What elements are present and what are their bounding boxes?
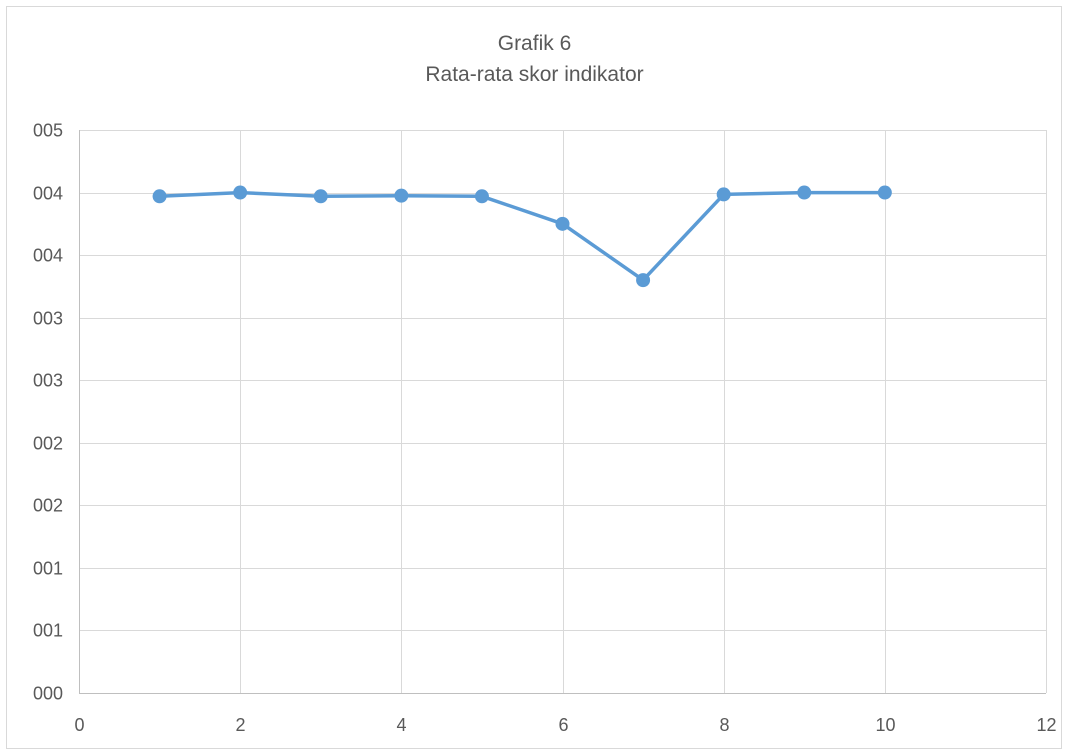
y-tick-label: 004 <box>33 184 63 204</box>
series-line <box>159 190 885 282</box>
data-point <box>313 189 328 204</box>
tick-labels: 000 001 001 002 002 003 003 004 004 005 0 2 4 6 8 10 12 <box>33 121 1057 736</box>
data-point <box>797 185 812 200</box>
data-point <box>233 185 248 200</box>
x-tick-label: 2 <box>235 715 245 735</box>
data-point <box>474 189 489 204</box>
y-tick-label: 001 <box>33 621 63 641</box>
x-tick-label: 6 <box>558 715 568 735</box>
data-point <box>877 185 892 200</box>
y-tick-label: 003 <box>33 309 63 329</box>
y-tick-label: 004 <box>33 246 63 266</box>
axes <box>79 130 1046 694</box>
y-tick-label: 000 <box>33 684 63 704</box>
chart-titles: Grafik 6 Rata-rata skor indikator <box>0 28 1069 90</box>
grid <box>79 130 1047 693</box>
x-tick-label: 8 <box>719 715 729 735</box>
chart-frame <box>6 6 1062 749</box>
y-tick-label: 002 <box>33 496 63 516</box>
x-tick-label: 4 <box>396 715 406 735</box>
data-point <box>555 216 570 231</box>
series <box>152 185 892 288</box>
chart-subtitle: Rata-rata skor indikator <box>425 63 644 86</box>
y-tick-label: 001 <box>33 559 63 579</box>
x-tick-label: 12 <box>1036 715 1056 735</box>
data-point <box>394 188 409 203</box>
y-tick-label: 002 <box>33 434 63 454</box>
y-tick-label: 005 <box>33 121 63 141</box>
x-tick-label: 0 <box>74 715 84 735</box>
y-tick-label: 003 <box>33 371 63 391</box>
x-tick-label: 10 <box>875 715 895 735</box>
data-point <box>152 189 167 204</box>
data-point <box>716 187 731 202</box>
chart-title: Grafik 6 <box>497 32 572 55</box>
data-point <box>636 273 651 288</box>
